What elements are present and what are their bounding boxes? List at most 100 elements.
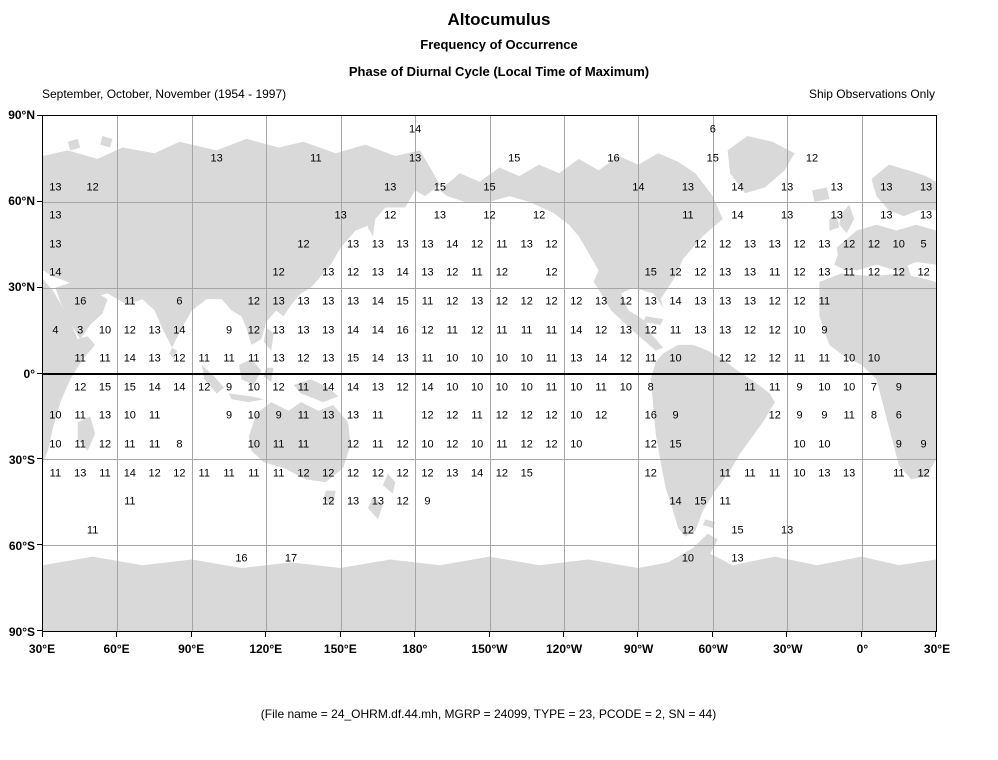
- island-sakhalin: [367, 213, 376, 237]
- grid-value: 11: [223, 352, 235, 365]
- grid-value: 12: [768, 352, 781, 365]
- grid-value: 9: [821, 409, 828, 422]
- grid-value: 12: [495, 409, 509, 422]
- grid-value: 13: [818, 467, 831, 480]
- grid-value: 9: [225, 381, 233, 394]
- grid-value: 10: [98, 324, 112, 337]
- grid-value: 11: [744, 467, 756, 480]
- grid-value: 13: [272, 295, 285, 308]
- grid-value: 10: [843, 381, 856, 394]
- grid-value: 13: [396, 238, 409, 251]
- grid-value: 12: [322, 467, 335, 480]
- island-new-guinea: [293, 379, 339, 403]
- grid-value: 13: [346, 495, 360, 508]
- grid-value: 9: [920, 438, 927, 451]
- grid-value: 11: [793, 352, 806, 365]
- grid-value: 10: [247, 409, 260, 422]
- grid-value: 10: [247, 438, 260, 451]
- grid-value: 12: [669, 266, 682, 279]
- grid-value: 12: [619, 352, 633, 365]
- grid-value: 13: [694, 295, 707, 308]
- grid-value: 10: [470, 381, 484, 394]
- grid-value: 14: [123, 467, 136, 480]
- grid-value: 11: [769, 467, 781, 480]
- island-franz-josef: [100, 136, 113, 148]
- grid-value: 13: [731, 552, 744, 565]
- grid-value: 14: [148, 381, 161, 394]
- y-axis-label: 60°N: [8, 194, 35, 209]
- x-axis-tick: [488, 632, 490, 637]
- grid-value: 10: [570, 438, 583, 451]
- y-axis-tick: [37, 372, 42, 374]
- grid-value: 13: [346, 295, 360, 308]
- grid-value: 11: [49, 467, 62, 480]
- grid-value: 8: [870, 409, 878, 422]
- grid-value: 12: [446, 438, 459, 451]
- grid-value: 11: [545, 352, 558, 365]
- grid-value: 13: [421, 238, 434, 251]
- world-map: 14 6 13 11 13 15 16 15 12 13 12 13 15 15 14 13 14 13 13 13 1…: [42, 115, 937, 632]
- island-greenland: [727, 136, 795, 194]
- grid-value: 11: [124, 295, 136, 308]
- grid-value: 14: [595, 352, 608, 365]
- grid-value: 10: [818, 381, 831, 394]
- x-axis-tick: [116, 632, 118, 637]
- grid-value: 13: [843, 467, 856, 480]
- grid-value: 13: [297, 295, 310, 308]
- island-svalbard: [67, 138, 81, 151]
- grid-value: 12: [520, 295, 533, 308]
- continent-australia: [248, 402, 351, 483]
- grid-value: 12: [892, 266, 905, 279]
- grid-value: 10: [892, 238, 905, 251]
- x-axis-tick: [935, 632, 936, 637]
- y-axis-label: 30°N: [8, 280, 35, 295]
- grid-value: 9: [895, 381, 902, 394]
- grid-value: 14: [669, 295, 682, 308]
- grid-value: 11: [297, 409, 310, 422]
- grid-value: 14: [123, 352, 136, 365]
- grid-value: 12: [644, 467, 657, 480]
- grid-value: 12: [867, 238, 881, 251]
- grid-value: 13: [49, 209, 62, 222]
- island-iceland: [811, 187, 830, 202]
- grid-value: 11: [545, 381, 558, 394]
- latitude-gridline: [43, 287, 936, 289]
- grid-value: 13: [681, 181, 695, 194]
- grid-value: 12: [793, 295, 806, 308]
- grid-value: 12: [917, 266, 930, 279]
- grid-value: 14: [669, 495, 682, 508]
- grid-value: 12: [520, 409, 533, 422]
- grid-value: 13: [919, 181, 933, 194]
- grid-value: 12: [446, 295, 459, 308]
- grid-value: 10: [669, 352, 682, 365]
- grid-value: 13: [719, 324, 732, 337]
- grid-value: 12: [148, 467, 161, 480]
- grid-value: 12: [346, 266, 360, 279]
- grid-value: 10: [793, 438, 806, 451]
- grid-value: 14: [731, 181, 744, 194]
- grid-value: 12: [768, 295, 781, 308]
- grid-value: 15: [669, 438, 682, 451]
- x-axis-tick: [637, 632, 639, 637]
- grid-value: 12: [297, 467, 310, 480]
- grid-value: 11: [669, 324, 682, 337]
- x-axis-label: 0°: [856, 642, 869, 656]
- grid-value: 10: [495, 352, 509, 365]
- island-britain: [839, 204, 855, 234]
- grid-value: 11: [74, 352, 86, 365]
- island-sumatra: [201, 364, 225, 394]
- island-tasmania: [323, 490, 336, 506]
- grid-value: 11: [471, 266, 483, 279]
- grid-value: 13: [210, 152, 223, 165]
- grid-value: 9: [275, 409, 282, 422]
- grid-value: 9: [821, 324, 828, 337]
- island-new-zealand-south: [367, 496, 383, 520]
- grid-value: 11: [595, 381, 607, 394]
- x-axis-tick: [860, 632, 862, 637]
- grid-value: 12: [495, 467, 509, 480]
- grid-value: 12: [123, 324, 136, 337]
- grid-value: 12: [917, 467, 930, 480]
- grid-value: 13: [371, 266, 384, 279]
- grid-value: 9: [895, 438, 902, 451]
